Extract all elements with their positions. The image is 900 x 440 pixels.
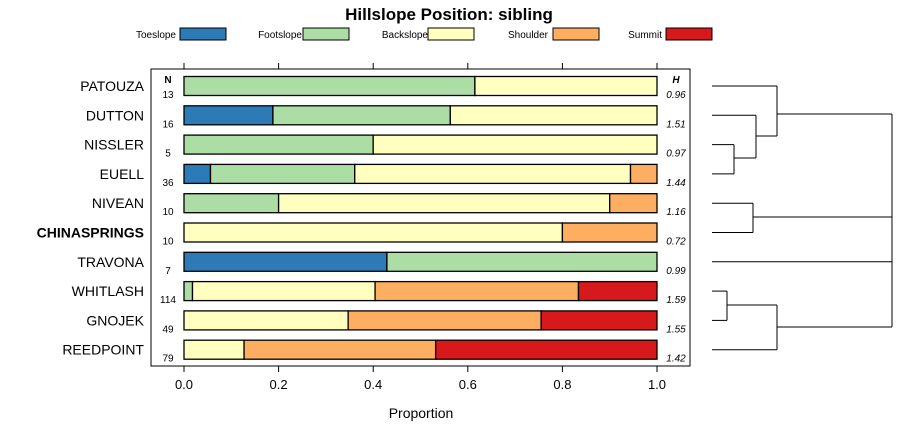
row-label: TRAVONA bbox=[77, 254, 144, 270]
bar-rows: PATOUZA 13 0.96 DUTTON 16 1.51 NISSLER 5 0.97 EUE… bbox=[37, 75, 686, 365]
bar-segment-footslope bbox=[183, 75, 476, 97]
bar-segment-toeslope bbox=[183, 251, 388, 272]
row-euell: EUELL 36 1.44 bbox=[100, 163, 686, 189]
row-n-value: 16 bbox=[162, 119, 174, 130]
row-label: EUELL bbox=[100, 166, 145, 182]
row-patouza: PATOUZA 13 0.96 bbox=[80, 75, 686, 101]
row-nissler: NISSLER 5 0.97 bbox=[84, 134, 686, 160]
x-axis-label: Proportion bbox=[389, 405, 454, 421]
row-h-value: 0.97 bbox=[666, 149, 686, 160]
dendrogram bbox=[712, 85, 893, 351]
row-h-value: 1.59 bbox=[666, 295, 686, 306]
legend-label-toeslope: Toeslope bbox=[136, 30, 176, 41]
bar-segment-shoulder bbox=[609, 193, 658, 214]
legend-swatch-summit bbox=[665, 27, 713, 41]
row-n-value: 7 bbox=[165, 266, 171, 277]
row-n-value: 114 bbox=[160, 295, 176, 306]
bar-segment-summit bbox=[577, 280, 658, 302]
x-tick-label: 0.0 bbox=[175, 377, 193, 392]
plot-frame bbox=[150, 68, 691, 367]
legend-swatch-toeslope bbox=[179, 27, 227, 41]
row-h-value: 1.42 bbox=[666, 354, 686, 365]
bar-segment-shoulder bbox=[347, 310, 542, 331]
row-gnojek: GNOJEK 49 1.55 bbox=[86, 310, 686, 335]
row-label: CHINASPRINGS bbox=[37, 225, 144, 241]
row-label: NISSLER bbox=[84, 137, 144, 153]
row-label: PATOUZA bbox=[80, 78, 144, 94]
bar-segment-shoulder bbox=[561, 222, 658, 243]
x-tick-label: 0.6 bbox=[459, 377, 477, 392]
bar-segment-backslope bbox=[183, 339, 245, 360]
legend: Toeslope Footslope Backslope Shoulder Summit bbox=[136, 27, 713, 41]
legend-label-footslope: Footslope bbox=[258, 30, 302, 41]
row-travona: TRAVONA 7 0.99 bbox=[77, 251, 686, 277]
row-chinasprings: CHINASPRINGS 10 0.72 bbox=[37, 222, 686, 248]
bar-segment-backslope bbox=[191, 280, 376, 302]
bar-segment-backslope bbox=[183, 222, 564, 243]
row-label: GNOJEK bbox=[86, 312, 144, 328]
row-label: DUTTON bbox=[86, 107, 144, 123]
bar-segment-toeslope bbox=[183, 105, 274, 126]
row-h-value: 0.96 bbox=[666, 90, 686, 101]
x-tick-label: 0.2 bbox=[270, 377, 288, 392]
row-dutton: DUTTON 16 1.51 bbox=[86, 105, 686, 130]
row-h-value: 1.16 bbox=[666, 207, 686, 218]
bar-segment-backslope bbox=[354, 163, 632, 185]
bar-segment-toeslope bbox=[183, 163, 212, 185]
bar-segment-summit bbox=[434, 339, 658, 360]
bar-segment-shoulder bbox=[374, 280, 580, 302]
row-n-value: 10 bbox=[162, 207, 174, 218]
bar-segment-backslope bbox=[372, 134, 658, 155]
row-n-value: 79 bbox=[162, 354, 174, 365]
legend-swatch-backslope bbox=[427, 27, 475, 41]
legend-swatch-footslope bbox=[302, 27, 350, 41]
bar-segment-shoulder bbox=[629, 163, 658, 185]
legend-label-backslope: Backslope bbox=[382, 30, 429, 41]
bar-segment-footslope bbox=[209, 163, 356, 185]
row-n-value: 5 bbox=[165, 149, 171, 160]
bar-segment-footslope bbox=[386, 251, 658, 272]
bar-segment-backslope bbox=[277, 193, 611, 214]
bar-segment-backslope bbox=[449, 105, 658, 126]
row-label: REEDPOINT bbox=[62, 342, 144, 358]
bar-segment-backslope bbox=[474, 75, 658, 97]
row-n-value: 49 bbox=[162, 324, 174, 335]
row-whitlash: WHITLASH 114 1.59 bbox=[72, 280, 686, 306]
bar-segment-footslope bbox=[272, 105, 451, 126]
bar-segment-summit bbox=[540, 310, 658, 331]
row-h-value: 1.44 bbox=[666, 178, 686, 189]
row-n-value: 10 bbox=[162, 237, 174, 248]
row-h-value: 1.51 bbox=[666, 119, 685, 130]
x-tick-label: 0.8 bbox=[553, 377, 571, 392]
h-column-header: H bbox=[672, 75, 680, 86]
row-n-value: 13 bbox=[162, 90, 174, 101]
row-nivean: NIVEAN 10 1.16 bbox=[92, 193, 686, 218]
x-axis: 0.0 0.2 0.4 0.6 0.8 1.0 bbox=[175, 63, 666, 392]
chart-title: Hillslope Position: sibling bbox=[345, 5, 553, 24]
x-tick-label: 0.4 bbox=[364, 377, 382, 392]
legend-swatch-shoulder bbox=[552, 27, 600, 41]
legend-label-shoulder: Shoulder bbox=[508, 30, 549, 41]
row-label: WHITLASH bbox=[72, 283, 144, 299]
bar-segment-shoulder bbox=[243, 339, 437, 360]
bar-segment-footslope bbox=[183, 280, 194, 302]
row-reedpoint: REEDPOINT 79 1.42 bbox=[62, 339, 686, 365]
x-tick-label: 1.0 bbox=[648, 377, 666, 392]
bar-segment-footslope bbox=[183, 134, 374, 155]
row-n-value: 36 bbox=[162, 178, 174, 189]
row-label: NIVEAN bbox=[92, 195, 144, 211]
bar-segment-footslope bbox=[183, 193, 280, 214]
n-column-header: N bbox=[164, 75, 171, 86]
row-h-value: 1.55 bbox=[666, 324, 686, 335]
bar-segment-backslope bbox=[183, 310, 349, 331]
row-h-value: 0.99 bbox=[666, 266, 686, 277]
legend-label-summit: Summit bbox=[628, 30, 662, 41]
row-h-value: 0.72 bbox=[666, 237, 686, 248]
